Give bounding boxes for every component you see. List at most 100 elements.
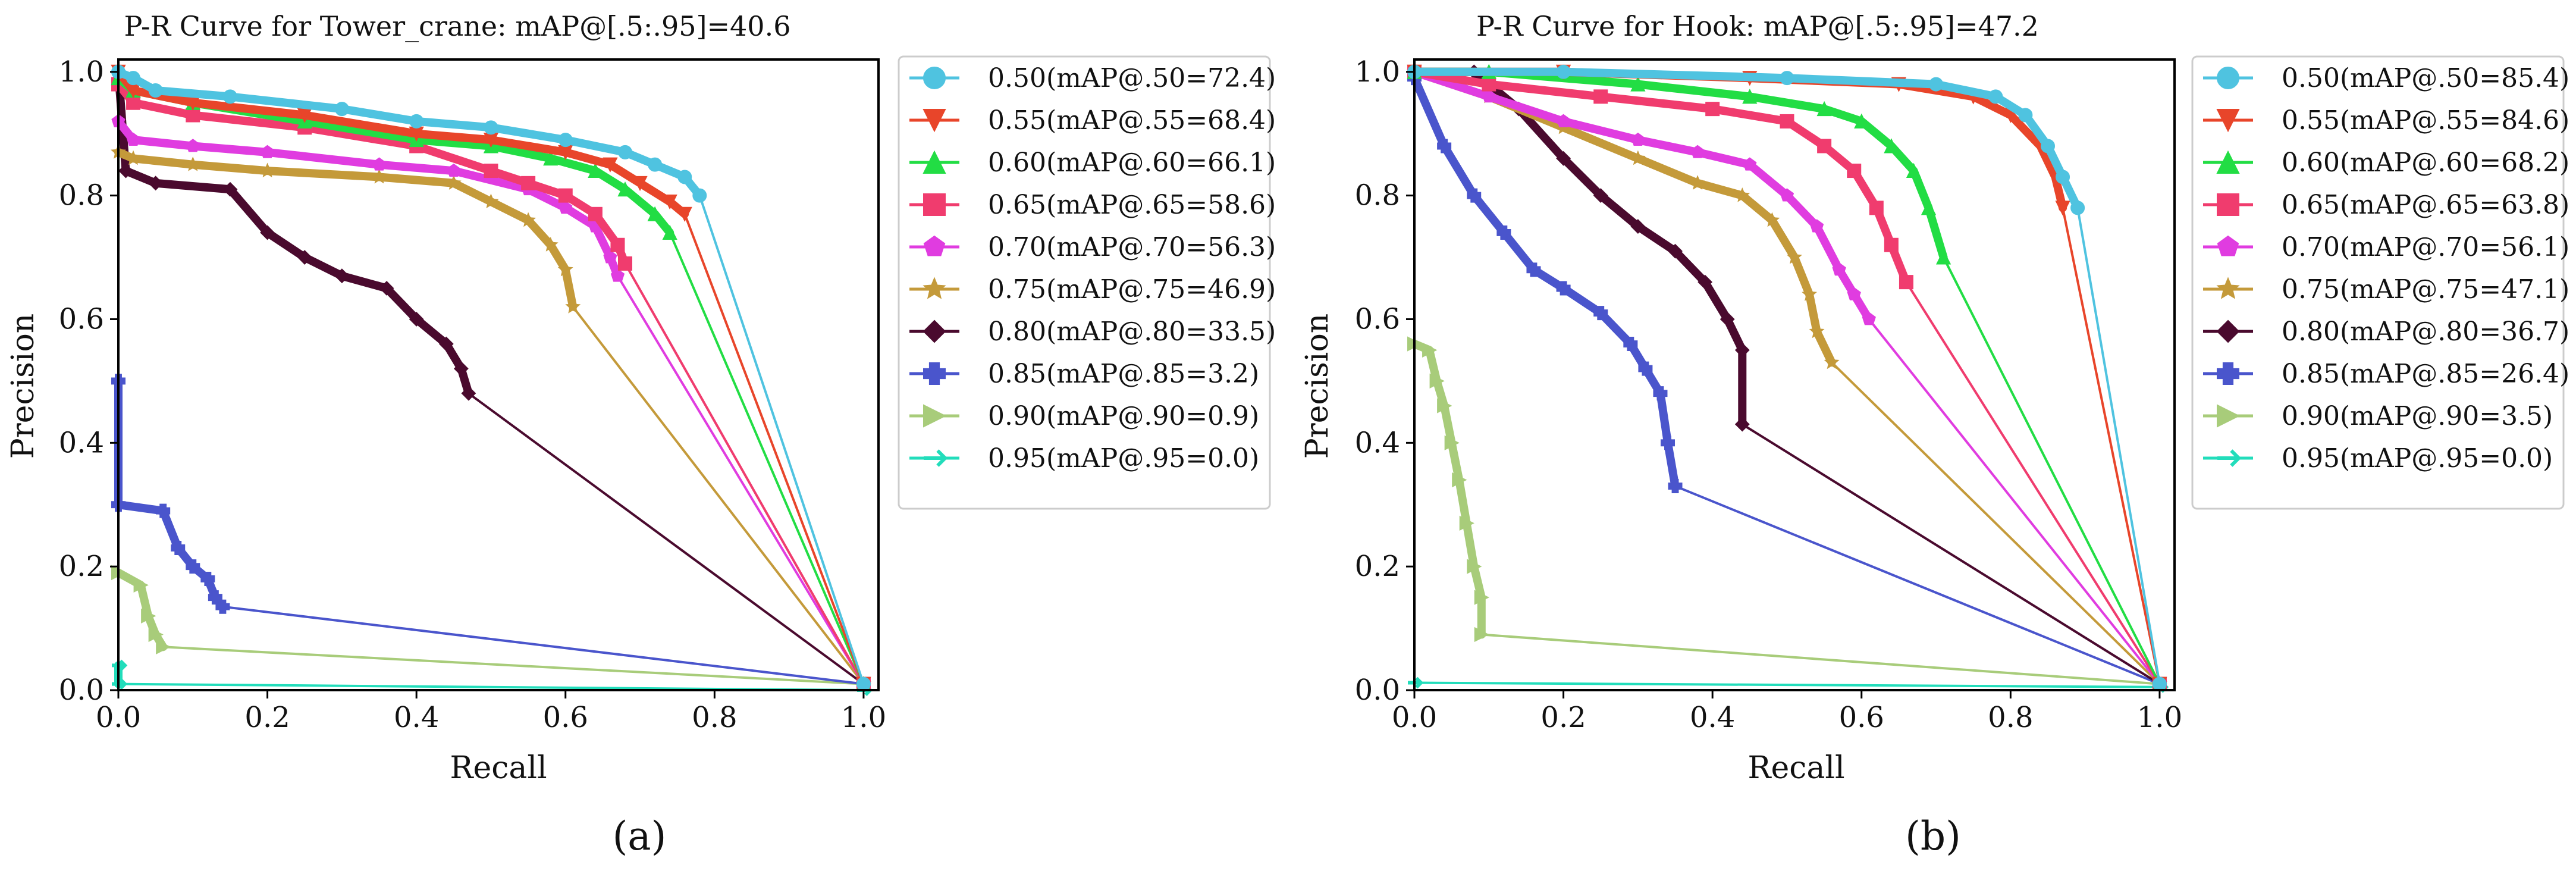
series-tail-line xyxy=(698,195,865,685)
data-point xyxy=(260,225,275,240)
data-point xyxy=(1556,151,1571,166)
data-point xyxy=(186,559,200,574)
data-point xyxy=(1816,101,1832,117)
data-point xyxy=(1459,515,1474,531)
legend-entry: 0.75(mAP@.75=46.9) xyxy=(909,274,1276,305)
data-point xyxy=(148,626,164,643)
data-point xyxy=(1496,225,1511,240)
data-point xyxy=(1869,201,1884,215)
data-point xyxy=(379,281,394,296)
data-point xyxy=(1743,157,1757,171)
data-point xyxy=(1832,262,1846,276)
data-point xyxy=(1817,139,1832,154)
data-point xyxy=(1862,312,1876,325)
x-tick-label: 0.4 xyxy=(394,701,439,734)
series-tail-line xyxy=(1831,361,2161,685)
legend-label: 0.70(mAP@.70=56.3) xyxy=(988,232,1276,262)
legend-entry: 0.80(mAP@.80=36.7) xyxy=(2203,317,2569,347)
data-point xyxy=(648,157,663,172)
data-point xyxy=(559,201,573,214)
legend-swatch-marker xyxy=(924,449,948,467)
data-point xyxy=(1935,249,1951,265)
data-point xyxy=(1437,398,1452,413)
legend-entry: 0.95(mAP@.95=0.0) xyxy=(909,443,1259,474)
data-point xyxy=(677,206,692,223)
data-point xyxy=(1734,416,1750,432)
data-point xyxy=(558,133,573,148)
legend-swatch-marker xyxy=(923,404,947,428)
data-point xyxy=(1884,237,1899,252)
legend-entry: 0.80(mAP@.80=33.5) xyxy=(909,317,1276,347)
x-axis-label: Recall xyxy=(450,750,547,786)
x-axis-label: Recall xyxy=(1747,750,1844,786)
y-tick-label: 1.0 xyxy=(1355,55,1400,89)
legend-label: 0.95(mAP@.95=0.0) xyxy=(2282,443,2553,474)
data-point xyxy=(2152,676,2167,691)
legend-label: 0.80(mAP@.80=36.7) xyxy=(2282,317,2569,347)
data-point xyxy=(1630,219,1646,234)
data-point xyxy=(334,102,349,117)
legend-swatch-marker xyxy=(2217,362,2239,385)
data-point xyxy=(1780,188,1794,202)
y-tick-label: 0.6 xyxy=(1355,302,1400,336)
data-point xyxy=(156,503,171,518)
data-point xyxy=(156,639,171,654)
data-point xyxy=(484,164,498,178)
series-0 xyxy=(1407,64,2167,691)
data-point xyxy=(1854,113,1869,129)
legend-label: 0.70(mAP@.70=56.1) xyxy=(2282,232,2569,262)
data-point xyxy=(1824,354,1840,369)
data-point xyxy=(1631,132,1645,146)
y-ticks: 0.0 0.2 0.4 0.6 0.8 1.0 xyxy=(1355,55,1414,707)
series-tail-line xyxy=(1905,281,2161,685)
data-point xyxy=(856,676,871,691)
data-point xyxy=(1899,275,1913,290)
y-tick-label: 0.2 xyxy=(1355,550,1400,583)
legend-swatch-marker xyxy=(2216,277,2240,299)
data-point xyxy=(409,312,424,327)
data-point xyxy=(1630,150,1646,165)
data-point xyxy=(662,224,677,240)
plot-area xyxy=(1407,64,2169,693)
series-5 xyxy=(111,144,871,691)
legend-entry: 0.85(mAP@.85=3.2) xyxy=(909,359,1259,389)
data-point xyxy=(126,132,140,146)
legend-swatch-marker xyxy=(923,319,946,343)
data-point xyxy=(647,206,663,221)
data-point xyxy=(1734,187,1750,202)
series-tail-line xyxy=(467,392,865,685)
series-tail-line xyxy=(669,232,865,685)
data-point xyxy=(588,162,603,178)
series-tail-line xyxy=(683,214,865,685)
axes-frame xyxy=(1413,58,2176,691)
x-tick-label: 0.6 xyxy=(1839,701,1884,734)
legend-swatch-marker xyxy=(923,277,946,299)
data-point xyxy=(126,71,141,86)
data-point xyxy=(334,268,350,284)
legend-entry: 0.90(mAP@.90=0.9) xyxy=(909,401,1259,431)
legend-entry: 0.65(mAP@.65=58.6) xyxy=(909,190,1276,220)
data-point xyxy=(1556,281,1571,296)
series-0 xyxy=(111,64,871,691)
data-point xyxy=(1884,138,1899,154)
legend-entry: 0.65(mAP@.65=63.8) xyxy=(2203,190,2569,220)
data-point xyxy=(1705,102,1720,117)
legend-label: 0.50(mAP@.50=72.4) xyxy=(988,63,1276,93)
legend-entry: 0.90(mAP@.90=3.5) xyxy=(2203,401,2553,431)
chart-title: P-R Curve for Tower_crane: mAP@[.5:.95]=… xyxy=(124,10,791,42)
legend-entry: 0.55(mAP@.55=84.6) xyxy=(2203,105,2569,136)
data-point xyxy=(1780,71,1794,86)
legend-swatch-marker xyxy=(923,193,946,216)
x-tick-label: 0.0 xyxy=(96,701,141,734)
data-point xyxy=(1668,479,1683,494)
legend-label: 0.75(mAP@.75=46.9) xyxy=(988,274,1276,305)
x-tick-label: 1.0 xyxy=(2137,701,2182,734)
data-point xyxy=(1668,243,1683,259)
series-tail-line xyxy=(616,275,865,685)
y-tick-label: 0.8 xyxy=(59,179,104,212)
series-1 xyxy=(111,64,871,692)
panel-tower-crane: P-R Curve for Tower_crane: mAP@[.5:.95]=… xyxy=(5,10,1276,859)
data-point xyxy=(1698,274,1713,290)
y-tick-label: 1.0 xyxy=(59,55,104,89)
